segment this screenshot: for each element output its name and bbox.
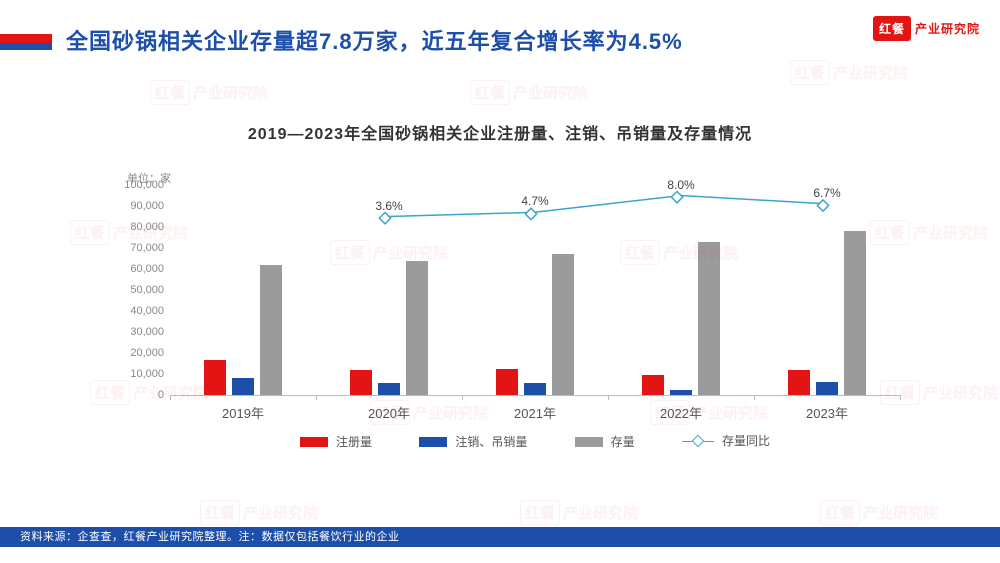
chart-title: 2019—2023年全国砂锅相关企业注册量、注销、吊销量及存量情况 xyxy=(0,120,1000,144)
y-axis-tick-label: 0 xyxy=(158,389,164,401)
watermark: 红餐产业研究院 xyxy=(470,80,588,105)
legend-item-cancel: 注销、吊销量 xyxy=(419,433,527,450)
legend-item-stock: 存量 xyxy=(575,433,635,450)
legend-swatch xyxy=(419,437,447,447)
y-axis-tick-label: 50,000 xyxy=(130,284,164,296)
yoy-line xyxy=(170,185,900,395)
watermark: 红餐产业研究院 xyxy=(820,500,938,525)
x-axis-tick-label: 2019年 xyxy=(222,403,264,422)
x-axis-tick xyxy=(170,395,171,400)
chart-legend: 注册量 注销、吊销量 存量 存量同比 xyxy=(170,432,900,450)
x-axis-tick-label: 2020年 xyxy=(368,403,410,422)
watermark: 红餐产业研究院 xyxy=(520,500,638,525)
x-axis-tick xyxy=(462,395,463,400)
legend-label: 注销、吊销量 xyxy=(455,433,527,450)
legend-label: 注册量 xyxy=(336,433,372,450)
x-axis-tick xyxy=(754,395,755,400)
y-axis-tick-label: 10,000 xyxy=(130,368,164,380)
x-axis-tick-label: 2023年 xyxy=(806,403,848,422)
y-axis-tick-label: 80,000 xyxy=(130,221,164,233)
x-axis-tick xyxy=(900,395,901,400)
legend-line-swatch xyxy=(682,435,714,447)
x-axis-tick xyxy=(608,395,609,400)
logo-red-text: 红餐 xyxy=(873,16,911,41)
x-axis-line xyxy=(170,395,900,396)
title-accent xyxy=(0,34,52,50)
watermark: 红餐产业研究院 xyxy=(150,80,268,105)
header: 全国砂锅相关企业存量超7.8万家，近五年复合增长率为4.5% 红餐产业研究院 xyxy=(0,24,1000,68)
brand-logo: 红餐产业研究院 xyxy=(873,16,980,40)
legend-swatch xyxy=(575,437,603,447)
y-axis-tick-label: 30,000 xyxy=(130,326,164,338)
y-axis-tick-label: 40,000 xyxy=(130,305,164,317)
x-axis-tick-label: 2021年 xyxy=(514,403,556,422)
y-axis-tick-label: 20,000 xyxy=(130,347,164,359)
legend-label: 存量同比 xyxy=(722,432,770,449)
footer: 资料来源：企查查，红餐产业研究院整理。注：数据仅包括餐饮行业的企业 xyxy=(0,527,1000,547)
page-title: 全国砂锅相关企业存量超7.8万家，近五年复合增长率为4.5% xyxy=(66,24,683,56)
legend-label: 存量 xyxy=(611,433,635,450)
y-axis-tick-label: 70,000 xyxy=(130,242,164,254)
slide-page: { "logo": { "red_text": "红餐", "black_tex… xyxy=(0,0,1000,563)
yoy-point-label: 6.7% xyxy=(813,186,840,200)
y-axis-tick-label: 90,000 xyxy=(130,200,164,212)
watermark: 红餐产业研究院 xyxy=(200,500,318,525)
yoy-point-label: 8.0% xyxy=(667,177,694,191)
x-axis-tick-label: 2022年 xyxy=(660,403,702,422)
chart-plot-area: 010,00020,00030,00040,00050,00060,00070,… xyxy=(170,185,900,395)
yoy-point-label: 3.6% xyxy=(375,198,402,212)
legend-item-yoy: 存量同比 xyxy=(682,432,770,449)
logo-suffix-text: 产业研究院 xyxy=(915,20,980,37)
x-axis-tick xyxy=(316,395,317,400)
y-axis-tick-label: 100,000 xyxy=(124,179,164,191)
footer-source-text: 资料来源：企查查，红餐产业研究院整理。注：数据仅包括餐饮行业的企业 xyxy=(0,527,1000,547)
y-axis-tick-label: 60,000 xyxy=(130,263,164,275)
legend-swatch xyxy=(300,437,328,447)
legend-item-register: 注册量 xyxy=(300,433,372,450)
yoy-point-label: 4.7% xyxy=(521,194,548,208)
